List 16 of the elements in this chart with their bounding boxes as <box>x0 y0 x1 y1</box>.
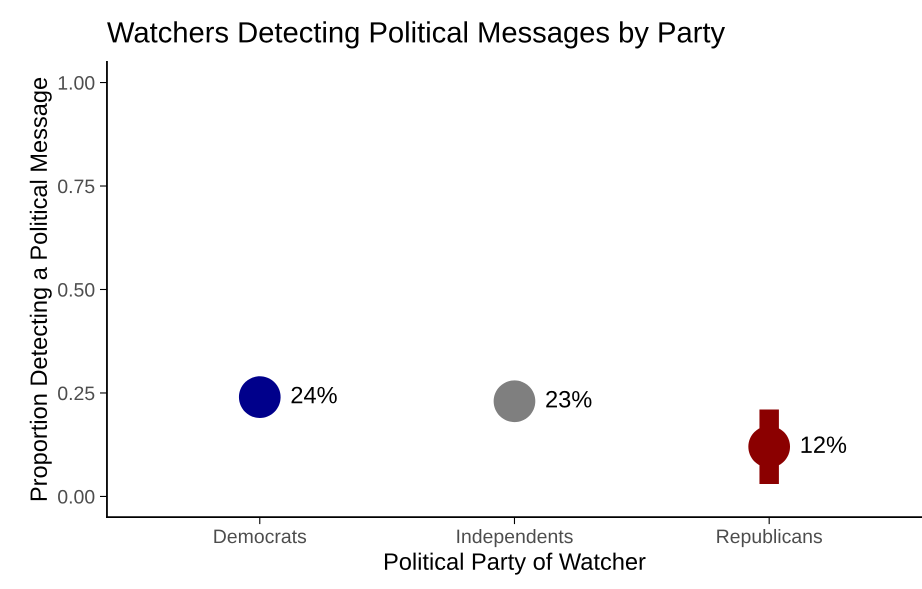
y-tick-label: 1.00 <box>58 76 94 90</box>
point <box>494 380 536 422</box>
point <box>238 376 281 418</box>
y-axis-title: Proportion Detecting a Political Message <box>30 78 52 500</box>
chart-title: Watchers Detecting Political Messages by Party <box>107 21 726 48</box>
y-tick-label: 0.50 <box>58 282 94 297</box>
data-label: 12% <box>802 436 846 454</box>
y-tick-label: 0.00 <box>58 490 94 504</box>
data-label: 23% <box>546 390 592 408</box>
data-label: 24% <box>292 386 337 404</box>
y-tick-label: 0.25 <box>58 386 94 400</box>
y-tick-label: 0.75 <box>58 179 94 194</box>
x-tick-label: Democrats <box>214 530 306 544</box>
x-tick-label: Republicans <box>717 528 822 548</box>
x-axis-title: Political Party of Watcher <box>384 552 646 575</box>
x-tick-label: Independents <box>457 528 573 548</box>
